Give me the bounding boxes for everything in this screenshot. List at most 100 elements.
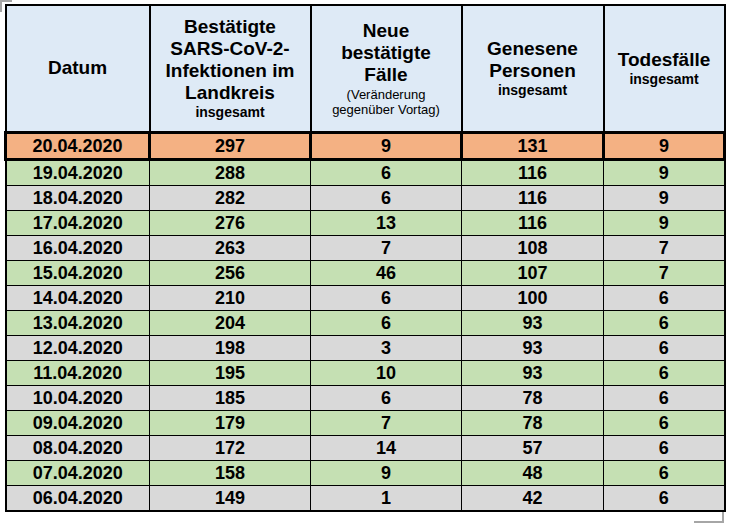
column-header-new-cases: Neue bestätigte Fälle (Veränderung gegen… [311, 5, 462, 133]
cell-confirmed-total: 282 [150, 186, 311, 211]
column-subtitle-deaths: insgesamt [605, 72, 724, 87]
column-header-deaths: Todesfälle insgesamt [604, 5, 725, 133]
cell-date: 20.04.2020 [6, 133, 150, 160]
cell-deaths-total: 7 [604, 236, 725, 261]
cell-new-cases: 6 [311, 186, 462, 211]
table-row: 06.04.2020 149 1 42 6 [6, 486, 725, 512]
cell-new-cases: 13 [311, 211, 462, 236]
column-header-confirmed-total: Bestätigte SARS-CoV-2- Infektionen im La… [150, 5, 311, 133]
cell-new-cases: 1 [311, 486, 462, 512]
table-header: Datum Bestätigte SARS-CoV-2- Infektionen… [6, 5, 725, 133]
table-body: 20.04.2020 297 9 131 9 19.04.2020 288 6 … [6, 133, 725, 512]
cell-deaths-total: 9 [604, 160, 725, 186]
cell-recovered-total: 93 [462, 336, 604, 361]
cell-deaths-total: 6 [604, 436, 725, 461]
column-title-new-cases: Neue bestätigte Fälle [312, 20, 461, 86]
cell-new-cases: 9 [311, 133, 462, 160]
column-title-deaths: Todesfälle [605, 49, 724, 71]
cell-date: 18.04.2020 [6, 186, 150, 211]
cell-deaths-total: 6 [604, 411, 725, 436]
cell-date: 19.04.2020 [6, 160, 150, 186]
cell-new-cases: 6 [311, 286, 462, 311]
cell-recovered-total: 78 [462, 386, 604, 411]
cell-deaths-total: 7 [604, 261, 725, 286]
column-note-new-cases: (Veränderung gegenüber Vortag) [312, 88, 461, 117]
cell-confirmed-total: 172 [150, 436, 311, 461]
table-row: 13.04.2020 204 6 93 6 [6, 311, 725, 336]
cell-recovered-total: 108 [462, 236, 604, 261]
cell-deaths-total: 9 [604, 133, 725, 160]
covid-statistics-table: Datum Bestätigte SARS-CoV-2- Infektionen… [4, 4, 726, 512]
column-header-recovered: Genesene Personen insgesamt [462, 5, 604, 133]
cell-recovered-total: 116 [462, 160, 604, 186]
cell-new-cases: 7 [311, 411, 462, 436]
cell-recovered-total: 131 [462, 133, 604, 160]
cell-recovered-total: 116 [462, 186, 604, 211]
cell-deaths-total: 6 [604, 386, 725, 411]
cell-date: 11.04.2020 [6, 361, 150, 386]
column-title-datum: Datum [7, 57, 149, 79]
table-row: 16.04.2020 263 7 108 7 [6, 236, 725, 261]
table-row: 08.04.2020 172 14 57 6 [6, 436, 725, 461]
selection-handle-bottom-right [694, 512, 724, 523]
cell-confirmed-total: 204 [150, 311, 311, 336]
table-row: 18.04.2020 282 6 116 9 [6, 186, 725, 211]
column-title-confirmed-total: Bestätigte SARS-CoV-2- Infektionen im La… [151, 16, 310, 104]
cell-date: 13.04.2020 [6, 311, 150, 336]
table-row: 09.04.2020 179 7 78 6 [6, 411, 725, 436]
cell-date: 12.04.2020 [6, 336, 150, 361]
cell-confirmed-total: 179 [150, 411, 311, 436]
cell-confirmed-total: 210 [150, 286, 311, 311]
column-subtitle-confirmed-total: insgesamt [151, 105, 310, 120]
cell-confirmed-total: 263 [150, 236, 311, 261]
cell-new-cases: 7 [311, 236, 462, 261]
cell-recovered-total: 42 [462, 486, 604, 512]
table-row: 15.04.2020 256 46 107 7 [6, 261, 725, 286]
cell-new-cases: 9 [311, 461, 462, 486]
cell-new-cases: 14 [311, 436, 462, 461]
cell-date: 09.04.2020 [6, 411, 150, 436]
cell-date: 17.04.2020 [6, 211, 150, 236]
header-row: Datum Bestätigte SARS-CoV-2- Infektionen… [6, 5, 725, 133]
column-title-recovered: Genesene Personen [463, 38, 603, 82]
cell-deaths-total: 6 [604, 361, 725, 386]
cell-new-cases: 10 [311, 361, 462, 386]
table-row: 19.04.2020 288 6 116 9 [6, 160, 725, 186]
cell-date: 14.04.2020 [6, 286, 150, 311]
cell-recovered-total: 100 [462, 286, 604, 311]
cell-confirmed-total: 297 [150, 133, 311, 160]
table-row: 10.04.2020 185 6 78 6 [6, 386, 725, 411]
table-row: 14.04.2020 210 6 100 6 [6, 286, 725, 311]
table-row: 07.04.2020 158 9 48 6 [6, 461, 725, 486]
table-row: 20.04.2020 297 9 131 9 [6, 133, 725, 160]
cell-recovered-total: 116 [462, 211, 604, 236]
cell-new-cases: 3 [311, 336, 462, 361]
cell-date: 06.04.2020 [6, 486, 150, 512]
cell-recovered-total: 107 [462, 261, 604, 286]
cell-deaths-total: 6 [604, 286, 725, 311]
cell-confirmed-total: 195 [150, 361, 311, 386]
cell-deaths-total: 9 [604, 211, 725, 236]
cell-recovered-total: 48 [462, 461, 604, 486]
cell-deaths-total: 6 [604, 486, 725, 512]
cell-date: 15.04.2020 [6, 261, 150, 286]
cell-deaths-total: 9 [604, 186, 725, 211]
cell-new-cases: 46 [311, 261, 462, 286]
cell-confirmed-total: 198 [150, 336, 311, 361]
cell-deaths-total: 6 [604, 336, 725, 361]
table-row: 12.04.2020 198 3 93 6 [6, 336, 725, 361]
cell-confirmed-total: 149 [150, 486, 311, 512]
cell-date: 07.04.2020 [6, 461, 150, 486]
table-row: 17.04.2020 276 13 116 9 [6, 211, 725, 236]
cell-deaths-total: 6 [604, 461, 725, 486]
table-row: 11.04.2020 195 10 93 6 [6, 361, 725, 386]
cell-date: 16.04.2020 [6, 236, 150, 261]
cell-new-cases: 6 [311, 386, 462, 411]
cell-confirmed-total: 276 [150, 211, 311, 236]
cell-date: 08.04.2020 [6, 436, 150, 461]
cell-confirmed-total: 256 [150, 261, 311, 286]
cell-confirmed-total: 185 [150, 386, 311, 411]
cell-recovered-total: 57 [462, 436, 604, 461]
cell-confirmed-total: 288 [150, 160, 311, 186]
cell-new-cases: 6 [311, 311, 462, 336]
